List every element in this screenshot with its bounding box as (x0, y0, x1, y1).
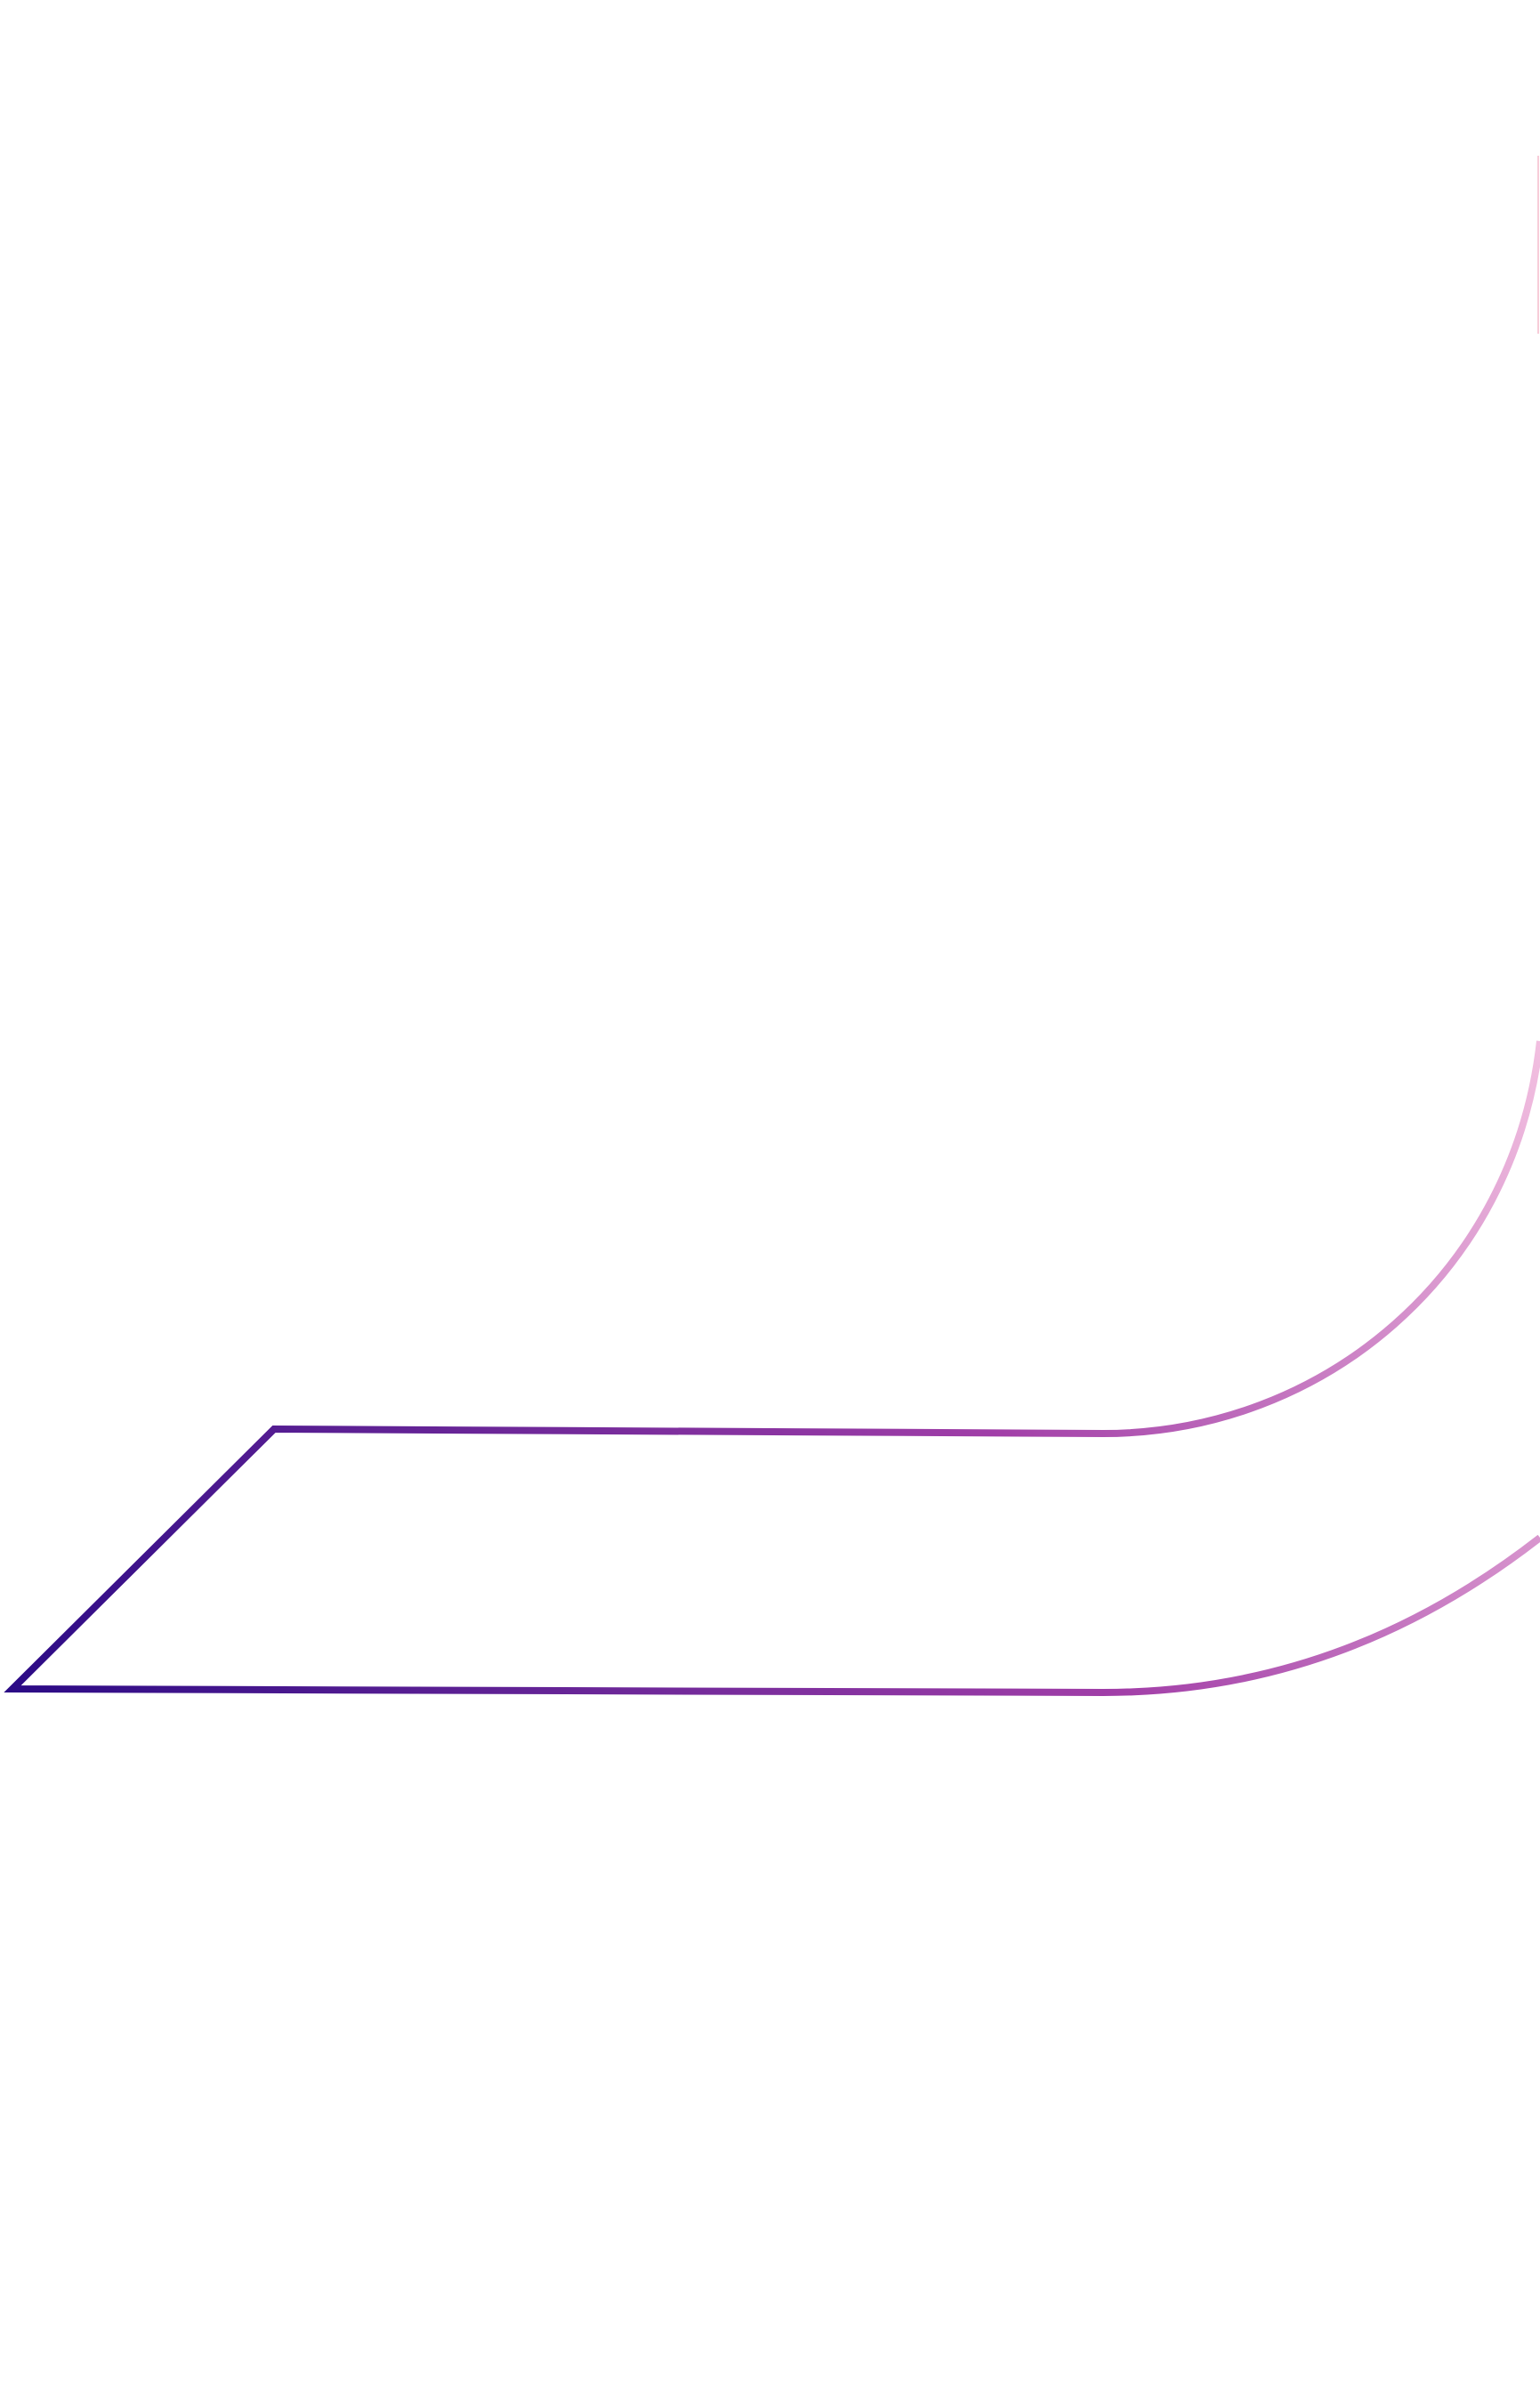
outline-shape-path (4, 1040, 1540, 1697)
